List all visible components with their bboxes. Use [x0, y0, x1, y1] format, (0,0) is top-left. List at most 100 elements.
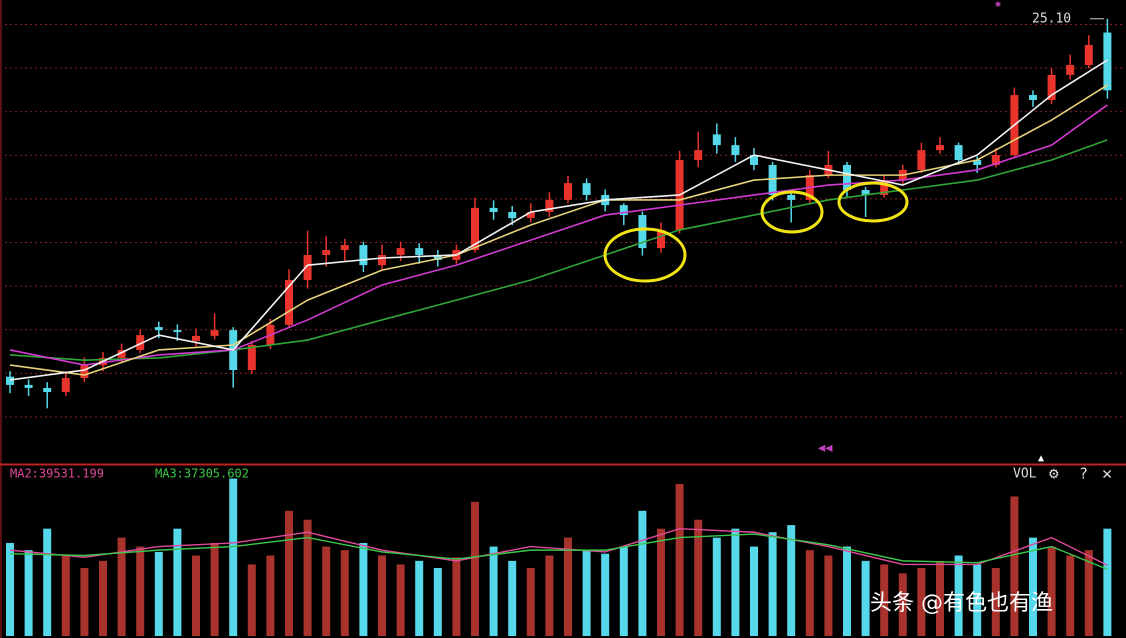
volume-bar	[619, 546, 628, 636]
help-icon[interactable]: ?	[1079, 465, 1088, 483]
volume-bar	[247, 564, 256, 636]
collapse-arrow[interactable]: ▲	[1038, 453, 1044, 464]
candle-body	[322, 250, 331, 255]
candle-body	[787, 194, 796, 200]
highlight-circle	[603, 227, 687, 283]
volume-bar	[675, 483, 684, 636]
volume-bar	[266, 555, 275, 636]
indicator-name: VOL	[1013, 467, 1037, 482]
volume-bar	[24, 550, 33, 636]
candle-body	[973, 159, 982, 165]
volume-bar	[1103, 528, 1112, 636]
volume-bar	[6, 542, 14, 636]
candle-body	[936, 145, 944, 151]
candle-body	[861, 190, 870, 195]
candle-body	[564, 183, 572, 200]
candle-body	[582, 183, 591, 195]
candle-body	[303, 254, 312, 281]
volume-bar	[1010, 496, 1019, 636]
volume-bar	[192, 555, 200, 636]
volume-bar	[1084, 550, 1093, 636]
volume-bar	[545, 555, 554, 636]
nav-arrows[interactable]: ◀◀	[818, 441, 833, 455]
volume-ma-label: MA2:39531.199	[10, 467, 104, 481]
volume-bar	[415, 560, 424, 636]
candle-body	[471, 207, 479, 251]
candle-body	[954, 145, 963, 160]
volume-bar	[1066, 555, 1075, 636]
candle-body	[173, 330, 182, 333]
candle-body	[694, 150, 703, 160]
candle-body	[619, 205, 628, 216]
volume-bar	[712, 537, 721, 636]
candle-body	[508, 212, 517, 219]
candle-body	[1047, 74, 1056, 100]
candle-body	[192, 335, 200, 341]
marker-star: ✱	[995, 0, 1001, 10]
volume-bar	[80, 568, 89, 636]
volume-bar	[229, 478, 238, 636]
candle-body	[43, 387, 52, 393]
ma-line	[9, 104, 1108, 366]
volume-bar	[936, 560, 944, 636]
volume-bar	[61, 555, 70, 636]
high-marker-label: 25.10	[1032, 11, 1071, 26]
candle-body	[1029, 95, 1037, 100]
volume-bar	[843, 546, 851, 636]
candle-body	[136, 335, 145, 350]
candle-body	[340, 245, 349, 251]
volume-bar	[43, 528, 52, 636]
settings-icon[interactable]: ⚙	[1049, 464, 1059, 483]
candle-body	[117, 349, 126, 358]
plot-layer: MA2:39531.199 MA3:37305.602 25.10	[6, 11, 1112, 636]
volume-bar	[787, 525, 796, 636]
volume-bar	[880, 564, 889, 636]
watermark: 头条 @有色也有渔	[870, 591, 1053, 616]
candle-body	[489, 207, 498, 213]
volume-bar	[750, 546, 758, 636]
volume-bar	[526, 568, 535, 636]
candle-body	[712, 134, 721, 146]
candle-body	[991, 155, 1000, 165]
candle-body	[433, 254, 442, 260]
candle-body	[731, 145, 740, 156]
candle-body	[843, 164, 851, 191]
volume-ma-line	[9, 527, 1108, 566]
volume-bar	[136, 546, 145, 636]
ma-line	[9, 59, 1108, 381]
ma-line	[9, 84, 1108, 376]
volume-bar	[1047, 546, 1056, 636]
volume-bar	[117, 537, 126, 636]
candle-body	[1084, 44, 1093, 66]
volume-bar	[973, 564, 982, 636]
volume-bar	[805, 550, 814, 636]
highlight-circle	[760, 190, 824, 234]
close-icon[interactable]: ✕	[1102, 464, 1112, 484]
candle-body	[154, 327, 163, 331]
candle-body	[61, 378, 70, 393]
ma-line	[9, 139, 1108, 361]
candle-body	[415, 248, 424, 255]
volume-bar	[564, 537, 572, 636]
candle-body	[1103, 32, 1112, 91]
volume-ma-line	[9, 533, 1108, 570]
volume-bar	[471, 501, 479, 636]
candle-body	[359, 245, 368, 266]
candle-body	[24, 384, 33, 388]
volume-bar	[359, 542, 368, 636]
candle-body	[6, 376, 14, 385]
candle-body	[396, 248, 405, 255]
candle-body	[750, 155, 758, 165]
volume-bar	[303, 519, 312, 636]
volume-bar	[731, 528, 740, 636]
volume-bar	[378, 555, 386, 636]
candle-body	[638, 215, 647, 249]
candle-body	[285, 280, 293, 325]
volume-bar	[1029, 537, 1037, 636]
candle-body	[378, 254, 386, 266]
volume-bar	[340, 550, 349, 636]
volume-bar	[154, 551, 163, 636]
candle-body	[768, 164, 777, 195]
volume-bar	[638, 510, 647, 636]
